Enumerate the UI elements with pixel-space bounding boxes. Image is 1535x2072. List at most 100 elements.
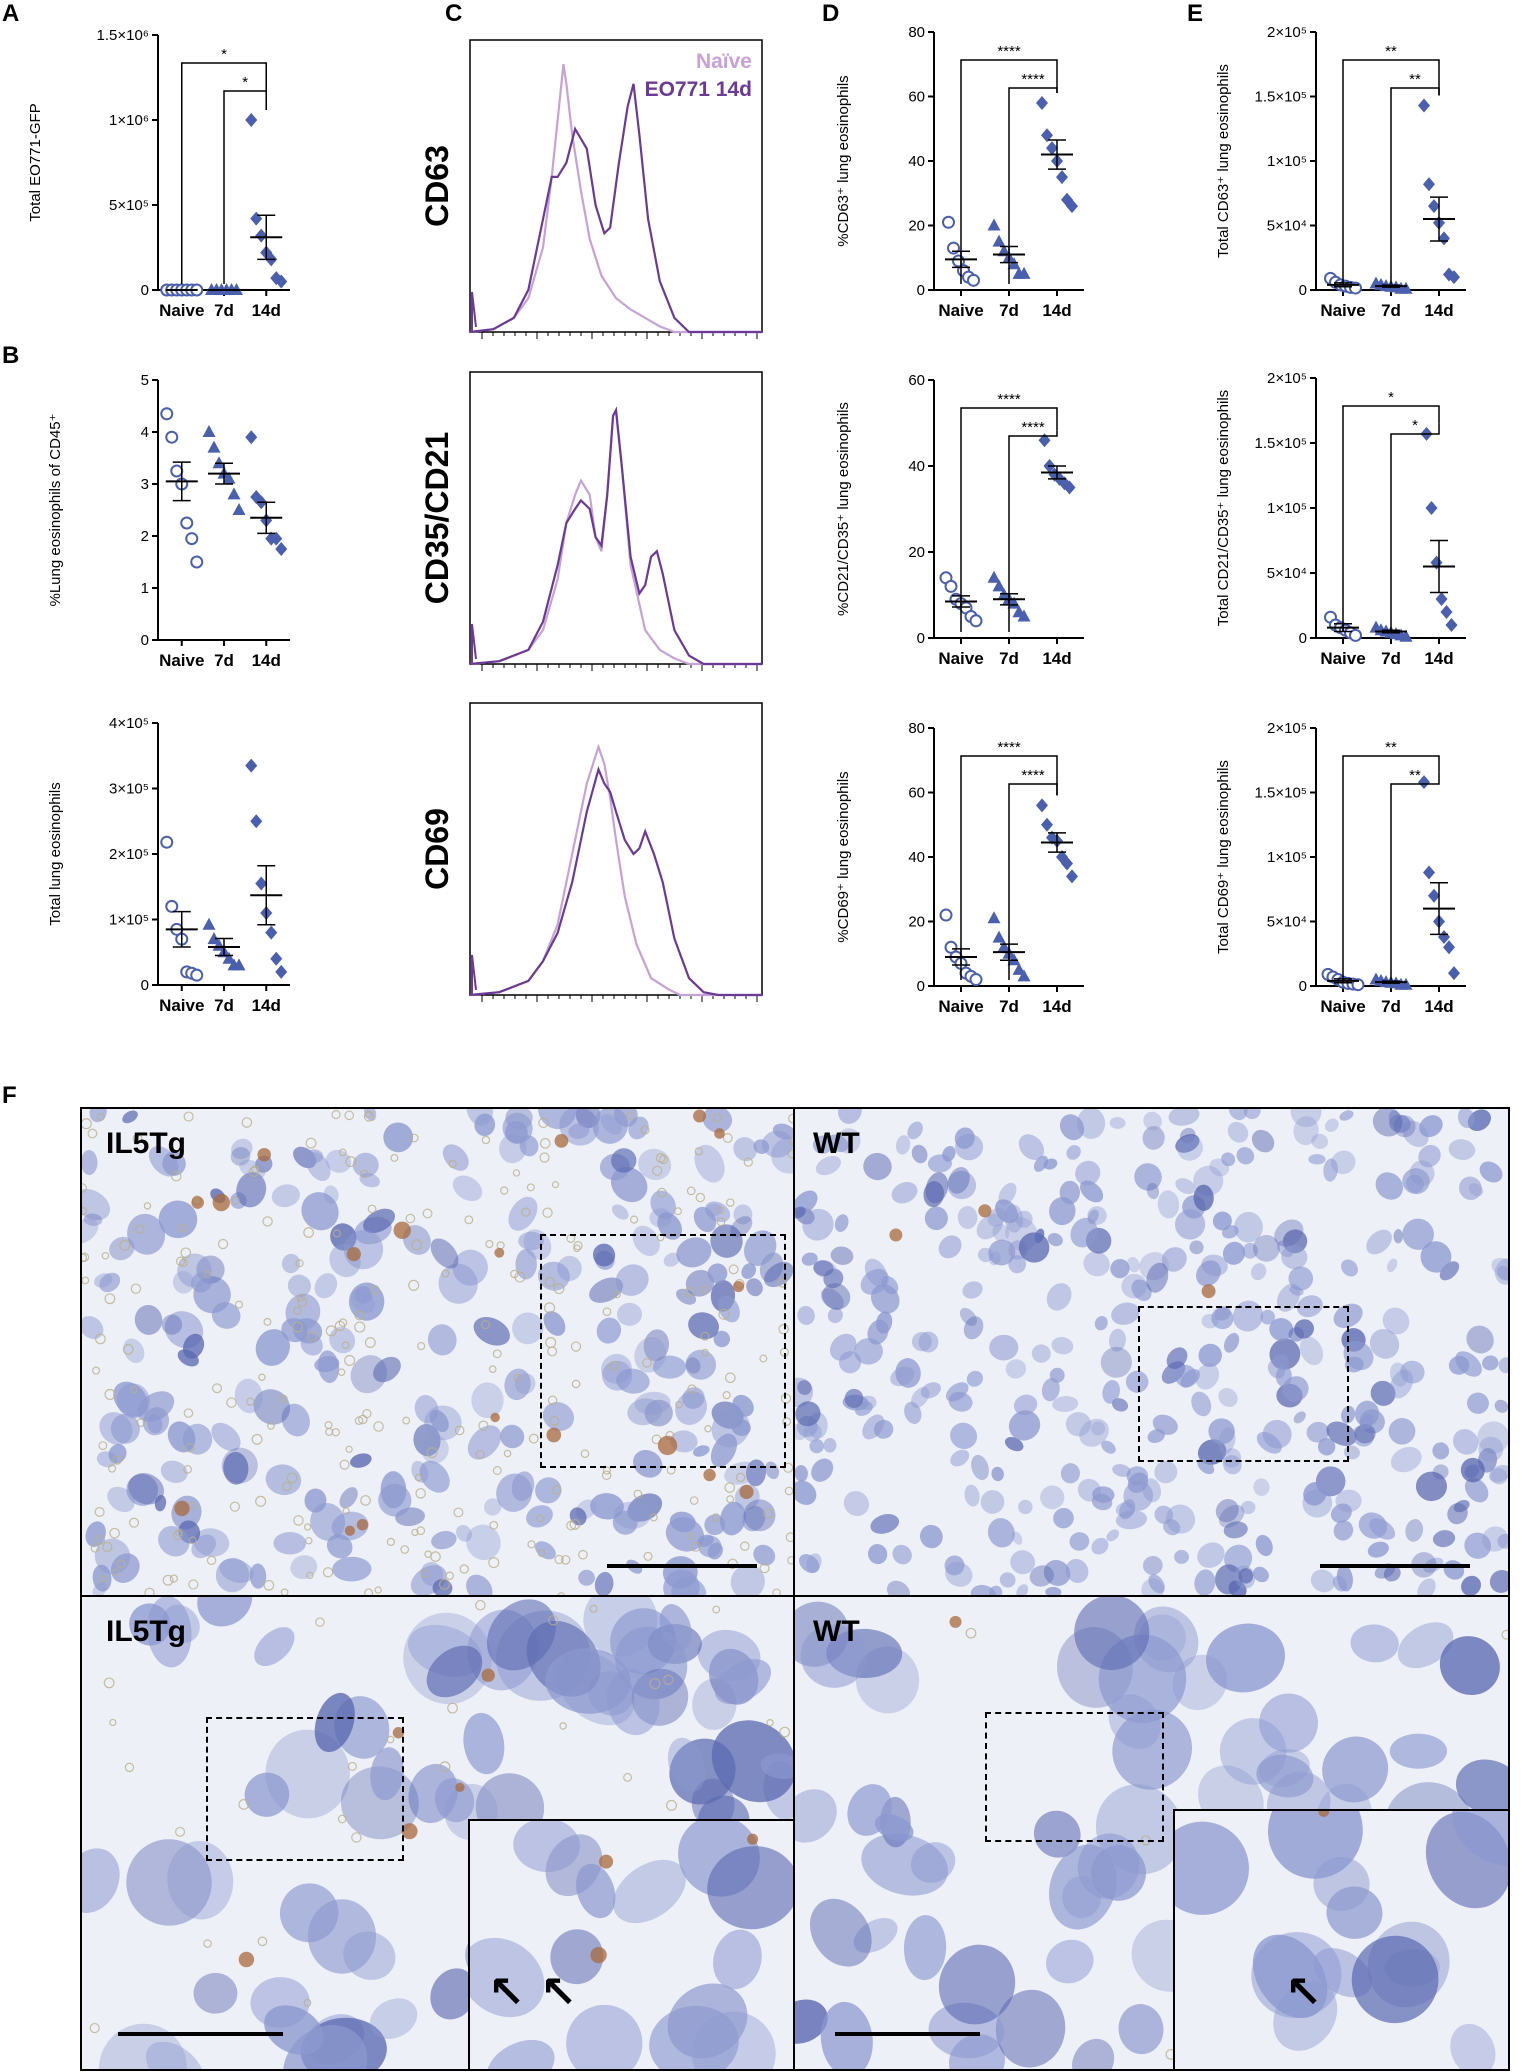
tissue-cell — [339, 1487, 358, 1509]
tissue-cell — [221, 1447, 258, 1484]
tissue-cell — [992, 1223, 1010, 1242]
tissue-cell — [920, 1382, 941, 1399]
tissue-cell — [827, 1134, 849, 1153]
tissue-cell — [1370, 1380, 1396, 1406]
x-tick-label: Naive — [1320, 301, 1365, 320]
data-point — [1017, 609, 1031, 622]
data-point — [245, 113, 258, 127]
tissue-cell — [1335, 1489, 1362, 1513]
tissue-cell — [1189, 1240, 1204, 1255]
tissue-cell — [253, 1389, 291, 1425]
red-blood-cell — [305, 1536, 313, 1545]
data-point — [180, 516, 194, 530]
red-blood-cell — [331, 1110, 341, 1120]
tissue-cell — [1255, 1534, 1273, 1557]
red-blood-cell — [324, 1421, 333, 1430]
red-blood-cell — [103, 1677, 115, 1689]
tissue-cell — [765, 1461, 779, 1480]
significance-bracket — [223, 90, 267, 284]
histogram-naive-curve — [469, 406, 762, 666]
tissue-cell — [1208, 1418, 1235, 1445]
data-point — [275, 964, 288, 979]
data-point — [160, 835, 174, 849]
tissue-cell — [370, 1747, 404, 1801]
red-blood-cell — [339, 1459, 350, 1470]
red-blood-cell — [633, 1489, 643, 1499]
tissue-cell — [1242, 1242, 1258, 1259]
red-blood-cell — [543, 1302, 556, 1314]
tissue-cell — [627, 1398, 663, 1426]
red-blood-cell — [226, 1397, 237, 1408]
tissue-cell — [733, 1204, 753, 1225]
red-blood-cell — [262, 1216, 273, 1227]
red-blood-cell — [135, 1224, 145, 1234]
red-blood-cell — [526, 1183, 535, 1192]
significance-label: * — [221, 46, 227, 63]
red-blood-cell — [82, 1183, 87, 1193]
red-blood-cell — [554, 1554, 564, 1565]
tissue-cell — [1303, 1482, 1327, 1506]
y-tick-label: 1.5×10⁵ — [1254, 89, 1307, 106]
tissue-cell — [592, 1109, 629, 1144]
inset-magnified: ↖ — [1173, 1809, 1508, 2069]
tissue-cell — [1269, 1318, 1294, 1341]
tissue-cell — [1366, 1229, 1392, 1255]
tissue-cell — [473, 1316, 510, 1346]
tissue-cell — [837, 1109, 862, 1124]
tissue-cell — [1075, 1160, 1101, 1186]
tissue-cell — [332, 1556, 372, 1582]
tissue-cell — [1455, 1759, 1508, 1814]
tissue-cell — [1195, 1363, 1220, 1390]
inset-magnified: ↖ ↖ — [468, 1819, 795, 2069]
tissue-cell — [987, 1518, 1015, 1548]
tissue-cell — [483, 1498, 502, 1516]
tissue-cell — [244, 1772, 290, 1817]
tissue-cell — [950, 1449, 970, 1467]
tissue-cell — [1115, 1502, 1135, 1518]
red-blood-cell — [124, 1762, 135, 1773]
tissue-cell — [1478, 1436, 1504, 1462]
y-tick-label: 2×10⁵ — [1267, 24, 1307, 41]
red-blood-cell — [475, 1599, 486, 1611]
eosinophil-stain — [599, 1854, 614, 1869]
tissue-cell — [685, 1349, 717, 1380]
x-tick-label: 7d — [214, 996, 234, 1015]
x-tick-label: 14d — [1424, 997, 1453, 1016]
tissue-cell — [1489, 1569, 1508, 1593]
red-blood-cell — [553, 1283, 565, 1295]
tissue-cell — [910, 1386, 930, 1408]
eosinophil-stain — [257, 1147, 271, 1162]
tissue-cell — [1369, 1328, 1400, 1359]
eosinophil-stain — [1201, 1284, 1216, 1299]
tissue-cell — [1072, 2038, 1115, 2069]
red-blood-cell — [421, 1569, 430, 1578]
tissue-cell — [1051, 1336, 1074, 1355]
data-point — [165, 899, 179, 913]
red-blood-cell — [364, 1337, 376, 1349]
tissue-cell — [1359, 1413, 1374, 1430]
red-blood-cell — [735, 1472, 746, 1483]
y-tick-label: 2×10⁵ — [1267, 370, 1307, 387]
red-blood-cell — [306, 1571, 314, 1580]
data-point — [1438, 929, 1450, 944]
data-point — [1438, 231, 1450, 246]
red-blood-cell — [539, 1152, 550, 1163]
red-blood-cell — [589, 1604, 598, 1613]
tissue-cell — [1201, 1313, 1219, 1329]
tissue-cell — [1491, 1257, 1508, 1282]
tissue-cell — [809, 1898, 872, 1967]
tissue-cell — [834, 1214, 849, 1232]
tissue-cell — [995, 1989, 1066, 2068]
red-blood-cell — [787, 1149, 795, 1159]
tissue-cell — [1323, 1158, 1338, 1182]
tissue-cell — [694, 1144, 725, 1183]
tissue-cell — [148, 1146, 179, 1177]
scale-bar — [118, 2032, 283, 2036]
tissue-cell — [557, 1255, 582, 1282]
red-blood-cell — [643, 1551, 653, 1561]
tissue-cell — [1127, 1256, 1140, 1273]
tissue-cell — [823, 1437, 837, 1453]
tissue-cell — [1332, 1575, 1347, 1592]
tissue-cell — [1234, 1211, 1263, 1243]
